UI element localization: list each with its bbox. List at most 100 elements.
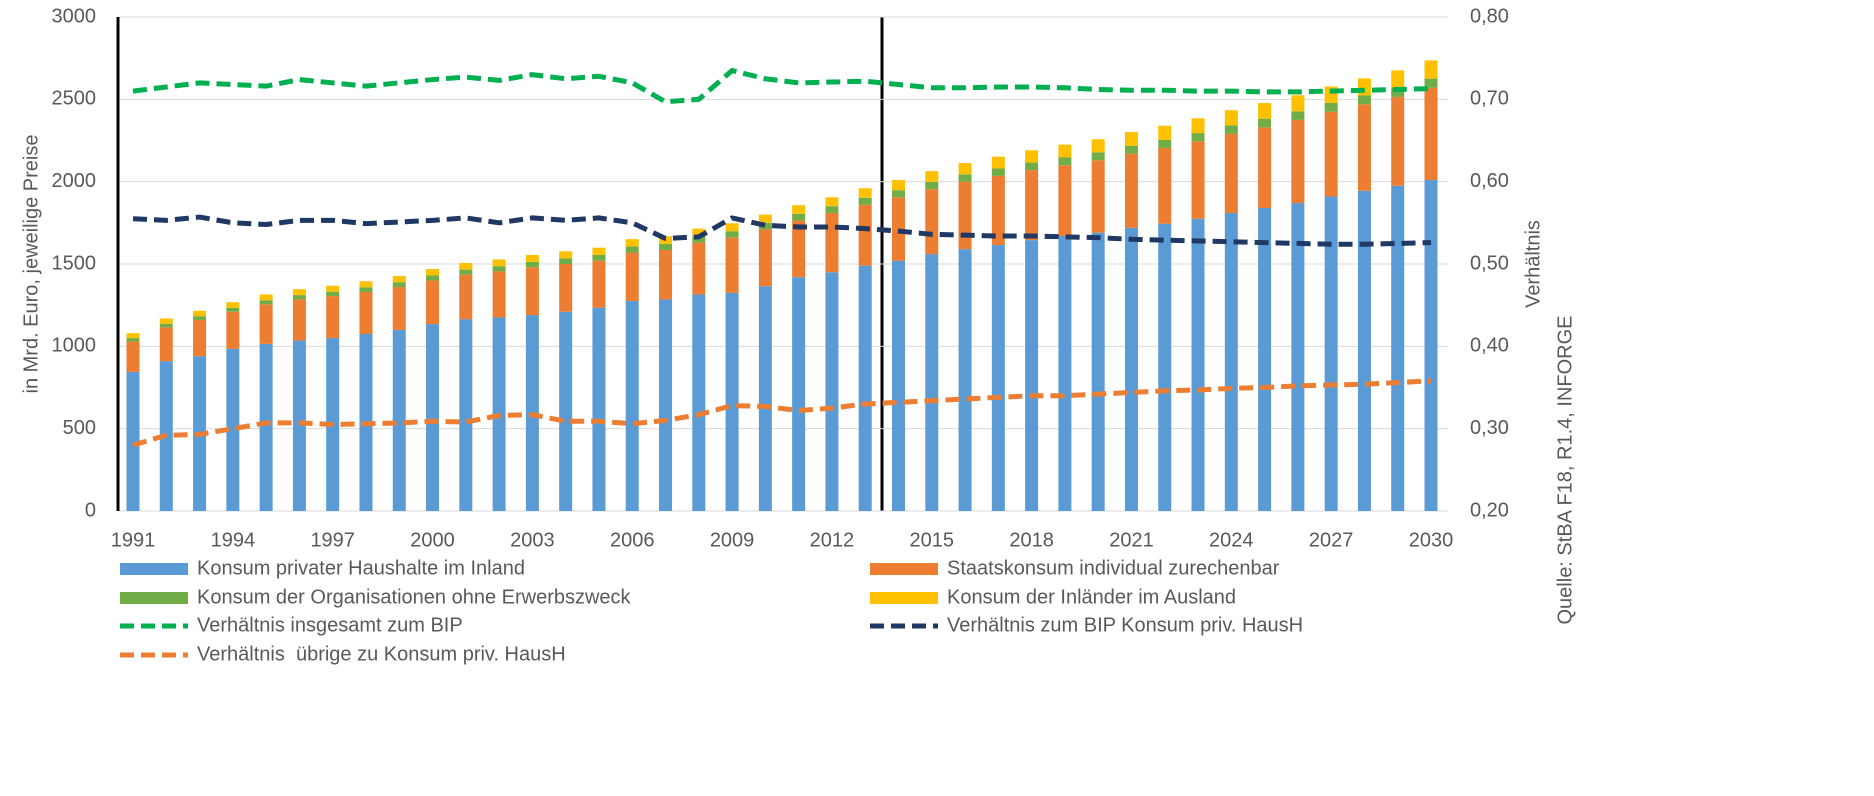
bar [525,254,539,262]
bar [459,269,473,275]
bar [326,285,340,292]
bar [825,206,839,213]
legend-label: Verhältnis insgesamt zum BIP [197,614,463,636]
line [132,378,1432,448]
bar [758,286,772,511]
bar [1424,78,1438,88]
y-tick-label: 3000 [52,5,97,27]
bar [159,323,173,328]
bar [492,259,506,267]
bar [792,213,806,221]
legend-label: Staatskonsum individual zurechenbar [947,557,1280,579]
bar [292,299,306,341]
bar [392,329,406,511]
bar [659,250,673,300]
y-tick-label: 2500 [52,88,97,110]
bar [359,291,373,334]
bar [459,263,473,270]
bar [592,307,606,511]
line [132,214,1432,247]
bar [991,168,1005,176]
line [132,68,1432,105]
bar [193,316,207,320]
bar [1058,165,1072,237]
y2-tick-label: 0,30 [1470,417,1509,439]
source: Quelle: StBA F18, R1.4, INFORGE [1554,315,1576,624]
bar [792,277,806,511]
bar [1258,103,1272,119]
bar [1258,208,1272,511]
bar [925,254,939,511]
bar [292,295,306,300]
x-tick-label: 2015 [910,529,955,551]
bar [259,343,273,511]
bar [925,171,939,182]
bar [525,261,539,268]
y2-tick-label: 0,80 [1470,5,1509,27]
bar [559,264,573,312]
bar [525,267,539,316]
bar [159,318,173,324]
x-tick-label: 1994 [211,529,256,551]
bar [459,319,473,511]
bar [758,222,772,230]
bar [758,214,772,223]
bar [1058,144,1072,158]
x-tick-label: 2021 [1109,529,1154,551]
x-tick-label: 2012 [810,529,855,551]
bar [958,163,972,175]
legend-label: Konsum privater Haushalte im Inland [197,557,525,579]
bar [1025,240,1039,511]
bar [426,324,440,511]
bar [1357,104,1371,191]
bar [226,302,240,308]
x-tick-label: 2003 [510,529,555,551]
bar [958,174,972,182]
y-axis-label: in Mrd. Euro, jeweilige Preise [20,135,42,394]
x-tick-label: 2024 [1209,529,1254,551]
bar [559,258,573,264]
bar [925,181,939,190]
bar [226,307,240,312]
legend-swatch [870,563,938,575]
bar [1357,190,1371,511]
bar [1158,125,1172,140]
legend-swatch [870,592,938,604]
bar [193,319,207,357]
bar [1124,227,1138,512]
bar [426,268,440,276]
bar [392,276,406,283]
bar [1025,170,1039,241]
bar [692,294,706,511]
bar [592,260,606,308]
bar [426,280,440,325]
bar [126,333,140,339]
x-tick-label: 2006 [610,529,655,551]
bar [891,180,905,191]
y2-axis-label: Verhältnis [1522,220,1544,308]
y2-tick-label: 0,60 [1470,170,1509,192]
bar [925,189,939,255]
bar [725,292,739,511]
bar [1391,96,1405,186]
bar [226,311,240,349]
bar [1357,95,1371,105]
bar [292,340,306,511]
y2-tick-label: 0,40 [1470,335,1509,357]
bar [991,156,1005,169]
x-tick-label: 1997 [310,529,355,551]
bar [359,281,373,288]
bar [1258,118,1272,128]
bar [259,300,273,305]
bar [659,243,673,251]
bar [1158,223,1172,511]
bar [725,223,739,232]
bar [1091,160,1105,233]
x-tick-label: 2009 [710,529,755,551]
bar [1058,236,1072,512]
y2-tick-label: 0,70 [1470,88,1509,110]
bar [392,282,406,288]
x-tick-label: 1991 [111,529,156,551]
bar [792,205,806,214]
bar [1424,60,1438,79]
